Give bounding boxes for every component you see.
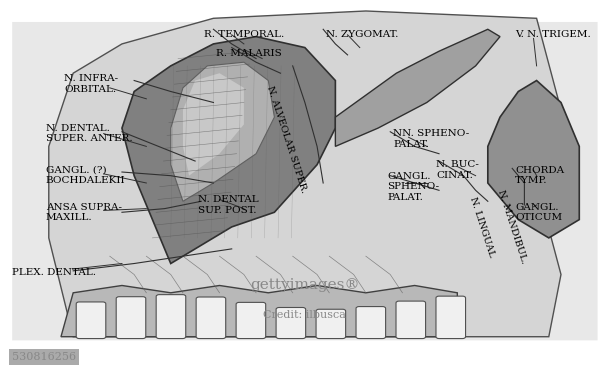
FancyBboxPatch shape — [196, 297, 226, 339]
FancyBboxPatch shape — [436, 296, 466, 339]
Text: N. ALVEOLAR SUPER.: N. ALVEOLAR SUPER. — [265, 85, 308, 194]
Text: N. ZYGOMAT.: N. ZYGOMAT. — [326, 30, 398, 39]
Text: R. MALARIS: R. MALARIS — [217, 49, 282, 57]
Polygon shape — [335, 29, 500, 146]
FancyBboxPatch shape — [156, 295, 185, 339]
Polygon shape — [49, 11, 561, 337]
FancyBboxPatch shape — [76, 302, 106, 339]
FancyBboxPatch shape — [12, 22, 597, 340]
Text: PLEX. DENTAL.: PLEX. DENTAL. — [12, 268, 96, 277]
FancyBboxPatch shape — [316, 309, 346, 339]
FancyBboxPatch shape — [396, 301, 425, 339]
Text: N. DENTAL
SUP. POST.: N. DENTAL SUP. POST. — [198, 195, 259, 215]
Polygon shape — [122, 37, 335, 264]
Text: N. INFRA-
ORBITAL.: N. INFRA- ORBITAL. — [64, 74, 118, 94]
Text: V. N. TRIGEM.: V. N. TRIGEM. — [515, 30, 591, 39]
Text: 530816256: 530816256 — [12, 352, 76, 362]
Polygon shape — [171, 62, 274, 201]
Text: N. BUC-
CINAT.: N. BUC- CINAT. — [436, 160, 479, 180]
Polygon shape — [61, 285, 457, 337]
FancyBboxPatch shape — [116, 297, 146, 339]
Text: N. DENTAL.
SUPER. ANTER.: N. DENTAL. SUPER. ANTER. — [46, 124, 132, 143]
Text: N. MANDIBUL.: N. MANDIBUL. — [496, 189, 528, 265]
FancyBboxPatch shape — [236, 302, 266, 339]
Text: ANSA SUPRA-
MAXILL.: ANSA SUPRA- MAXILL. — [46, 202, 122, 222]
Text: NN. SPHENO-
PALAT.: NN. SPHENO- PALAT. — [394, 129, 469, 149]
Polygon shape — [488, 81, 580, 238]
Text: N. LINGUAL: N. LINGUAL — [468, 196, 496, 258]
Text: R. TEMPORAL.: R. TEMPORAL. — [204, 30, 285, 39]
Text: Credit: ilbusca: Credit: ilbusca — [263, 310, 346, 320]
FancyBboxPatch shape — [276, 307, 305, 339]
Text: CHORDA
TYMP.: CHORDA TYMP. — [515, 166, 564, 186]
Text: GANGL.
SPHENO-
PALAT.: GANGL. SPHENO- PALAT. — [387, 172, 439, 202]
Text: GANGL.
OTICUM: GANGL. OTICUM — [515, 202, 562, 222]
Text: GANGL. (?)
BOCHDALEKII: GANGL. (?) BOCHDALEKII — [46, 166, 125, 186]
FancyBboxPatch shape — [356, 307, 386, 339]
Polygon shape — [183, 73, 244, 176]
Text: gettyimages®: gettyimages® — [250, 279, 360, 292]
